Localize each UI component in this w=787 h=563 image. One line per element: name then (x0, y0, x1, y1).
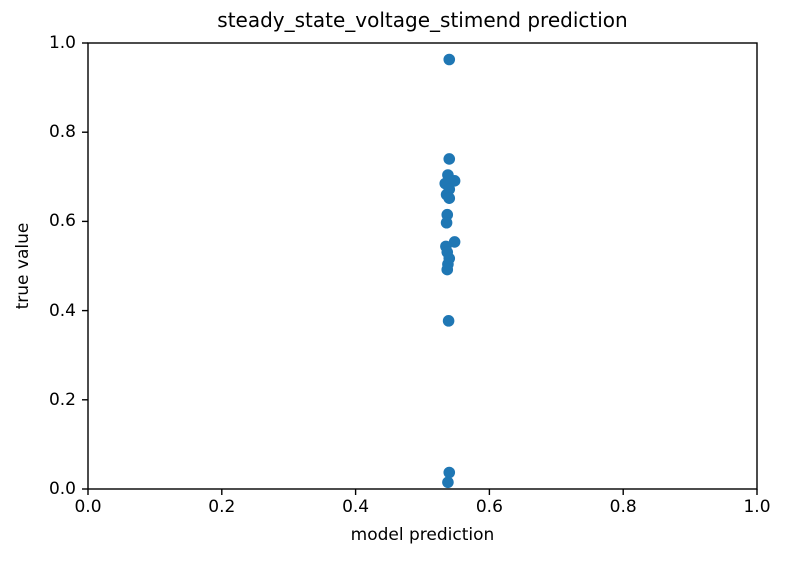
scatter-point (440, 216, 453, 229)
y-tick-label: 0.4 (48, 300, 76, 321)
plot-border (87, 42, 758, 490)
scatter-point (443, 192, 456, 205)
x-tick-label: 0.6 (475, 497, 503, 517)
scatter-point (441, 263, 454, 276)
scatter-point (448, 175, 461, 187)
y-tick-label: 0.8 (48, 122, 76, 143)
y-tick-label: 0.2 (48, 389, 76, 410)
scatter-point (443, 153, 456, 165)
x-axis-label: model prediction (350, 525, 495, 545)
y-tick-label: 1.0 (48, 33, 76, 53)
y-tick-label: 0.0 (48, 479, 76, 499)
x-tick-label: 0.8 (609, 497, 637, 517)
y-tick-label: 0.6 (48, 211, 76, 232)
y-axis-label: true value (13, 222, 33, 310)
scatter-point (442, 315, 455, 327)
scatter-point (443, 53, 456, 66)
scatter-point (448, 236, 461, 248)
scatter-point (442, 476, 454, 489)
points-group (439, 53, 461, 489)
ticks-group (82, 42, 758, 495)
scatter-point (443, 466, 456, 479)
x-tick-label: 0.4 (342, 497, 370, 517)
x-tick-label: 0.0 (74, 497, 102, 517)
x-tick-label: 0.2 (208, 497, 236, 517)
x-tick-label: 1.0 (743, 497, 771, 517)
chart-title: steady_state_voltage_stimend prediction (217, 8, 628, 32)
